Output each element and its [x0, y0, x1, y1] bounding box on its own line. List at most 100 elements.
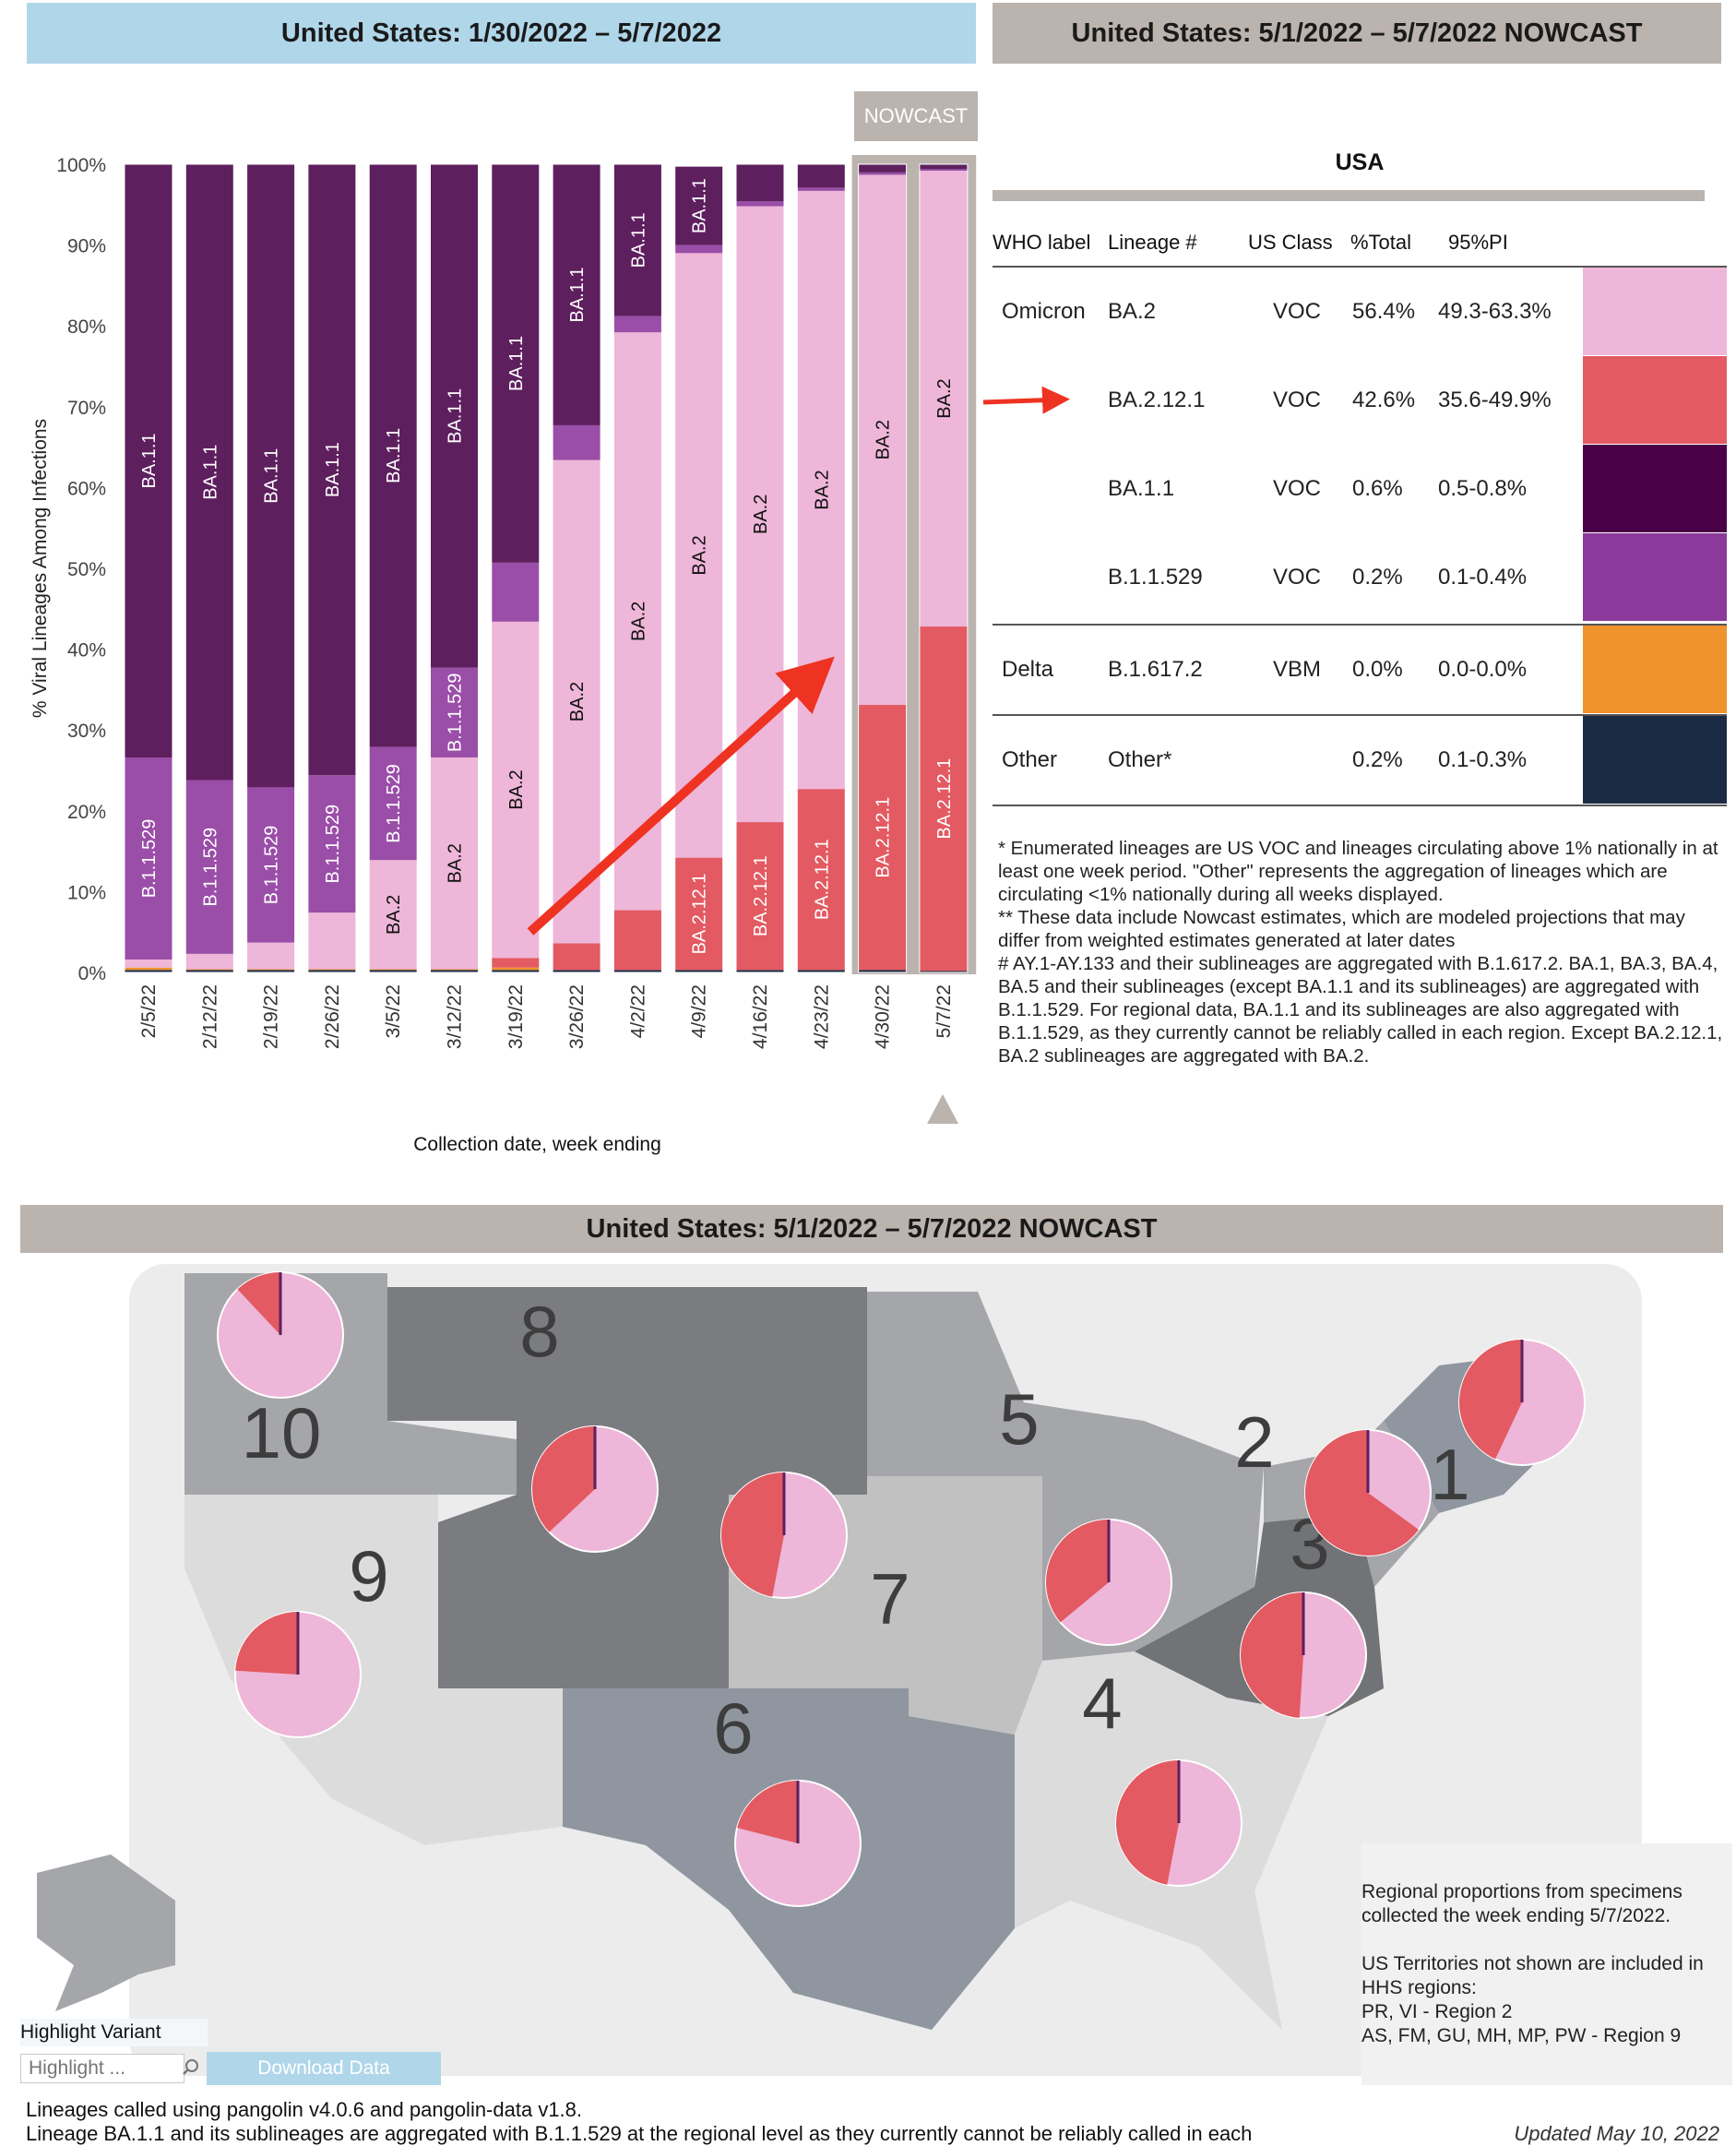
bar-outline [735, 163, 785, 973]
header-lineage: Lineage # [1108, 231, 1197, 254]
bar-segment [185, 953, 234, 970]
color-swatch [1583, 533, 1727, 621]
y-tick-label: 20% [67, 802, 106, 823]
bar-segment [797, 164, 846, 188]
stacked-bar-chart: 0% 10% 20% 30% 40% 50% 60% 70% 80% 90% 100% % Viral… [30, 155, 977, 1049]
bar-segment [125, 164, 172, 757]
bar-segment [491, 958, 540, 968]
scroll-up-icon[interactable] [927, 1094, 958, 1124]
table-row[interactable]: B.1.1.529 VOC 0.2% 0.1-0.4% [993, 533, 1727, 621]
bar-segment [674, 970, 723, 972]
region-pie-ba2121-slice [235, 1612, 298, 1675]
table-row[interactable]: BA.1.1 VOC 0.6% 0.5-0.8% [993, 445, 1727, 532]
header-us-class: US Class [1248, 231, 1333, 254]
bar-outline [368, 163, 418, 973]
bar-segment [491, 164, 540, 563]
highlight-variant-label: Highlight Variant [20, 2019, 208, 2046]
table-row[interactable]: Other Other* 0.2% 0.1-0.3% [993, 716, 1727, 804]
region-pie-ba2121-slice [721, 1472, 784, 1597]
bar-data-label: BA.2.12.1 [690, 874, 710, 955]
bar-segment [491, 621, 540, 959]
bar-data-label: BA.2 [506, 769, 527, 809]
bar-segment [369, 969, 418, 971]
bar-data-label: BA.2.12.1 [874, 797, 894, 878]
bar-segment [369, 164, 418, 747]
bar-data-label: BA.1.1 [628, 212, 648, 268]
bar-segment [797, 187, 846, 191]
bar-data-label: B.1.1.529 [200, 828, 220, 907]
color-swatch [1583, 268, 1727, 355]
cell-pi: 0.1-0.4% [1438, 565, 1528, 590]
lineage-aggregation-note: Lineage BA.1.1 and its sublineages are a… [26, 2122, 1253, 2145]
region-label: 8 [519, 1291, 559, 1372]
bar-data-label: BA.1.1 [323, 442, 343, 497]
table-pointer-arrow-icon [982, 386, 1070, 414]
x-tick-label: 4/23/22 [811, 984, 832, 1049]
bar-outline [919, 163, 969, 973]
bar-segment [125, 757, 172, 960]
download-data-button[interactable]: Download Data [207, 2052, 441, 2085]
bar-data-label: BA.2 [690, 535, 710, 575]
table-title: USA [1335, 149, 1385, 175]
y-tick-label: 40% [67, 640, 106, 662]
bar-segment [185, 780, 234, 954]
cell-total: 0.6% [1352, 476, 1403, 501]
region-pie-ba2121-slice [531, 1426, 595, 1532]
cell-pi: 35.6-49.9% [1438, 387, 1552, 412]
highlight-variant-input[interactable] [20, 2054, 184, 2083]
bar-data-label: BA.1.1 [567, 267, 588, 322]
bar-data-label: BA.2.12.1 [934, 758, 955, 840]
bar-segment [797, 970, 846, 972]
cell-lineage: BA.1.1 [1108, 476, 1175, 501]
bar-data-label: BA.2 [628, 602, 648, 641]
bar-segment [858, 705, 907, 971]
bar-segment [674, 253, 723, 858]
x-tick-label: 4/2/22 [627, 984, 648, 1038]
table-row[interactable]: BA.2.12.1 VOC 42.6% 35.6-49.9% [993, 356, 1727, 444]
bar-data-label: BA.2 [384, 895, 404, 935]
bar-segment [613, 910, 662, 971]
cell-lineage: BA.2.12.1 [1108, 387, 1206, 412]
bar-segment [430, 969, 479, 971]
search-icon[interactable] [181, 2057, 201, 2078]
bar-segment [307, 164, 356, 776]
cell-lineage: Other* [1108, 747, 1172, 772]
y-tick-label: 70% [67, 398, 106, 419]
bar-segment [491, 970, 540, 972]
x-tick-label: 4/9/22 [689, 984, 710, 1038]
bar-outline [552, 163, 601, 973]
bar-segment [858, 174, 907, 706]
table-row[interactable]: Omicron BA.2 VOC 56.4% 49.3-63.3% [993, 268, 1727, 355]
cell-total: 42.6% [1352, 387, 1416, 412]
region-pie-ba2121-slice [1240, 1592, 1303, 1718]
y-tick-label: 10% [67, 882, 106, 903]
bar-outline [858, 163, 908, 973]
cell-who: Other [1002, 747, 1058, 772]
table-row[interactable]: Delta B.1.617.2 VBM 0.0% 0.0-0.0% [993, 626, 1727, 713]
bar-segment [919, 971, 968, 972]
bar-data-label: B.1.1.529 [384, 764, 404, 843]
bar-segment [553, 164, 601, 425]
bar-segment [674, 857, 723, 971]
x-tick-label: 3/26/22 [566, 984, 588, 1049]
bar-segment [736, 970, 784, 972]
region-9-shape [184, 1495, 563, 1845]
table-title-rule [993, 190, 1705, 201]
header-who-label: WHO label [993, 231, 1091, 254]
bar-data-label: B.1.1.529 [323, 805, 343, 884]
table-group-divider [993, 624, 1727, 626]
header-pi: 95%PI [1448, 231, 1508, 254]
y-tick-label: 0% [78, 963, 106, 984]
color-swatch [1583, 445, 1727, 532]
map-banner-title: United States: 5/1/2022 – 5/7/2022 NOWCA… [20, 1205, 1723, 1253]
region-note: Regional proportions from specimens coll… [1361, 1843, 1732, 2085]
bar-segment [185, 969, 234, 971]
cell-class: VOC [1273, 387, 1322, 412]
bar-segment [369, 860, 418, 970]
x-tick-label: 2/26/22 [322, 984, 343, 1049]
cell-pi: 0.5-0.8% [1438, 476, 1528, 501]
footnote-hash: # AY.1-AY.133 and their sublineages are … [998, 953, 1723, 1067]
region-pie-ba2121-slice [237, 1272, 280, 1335]
region-label: 9 [349, 1535, 388, 1616]
bar-segment [246, 787, 295, 943]
